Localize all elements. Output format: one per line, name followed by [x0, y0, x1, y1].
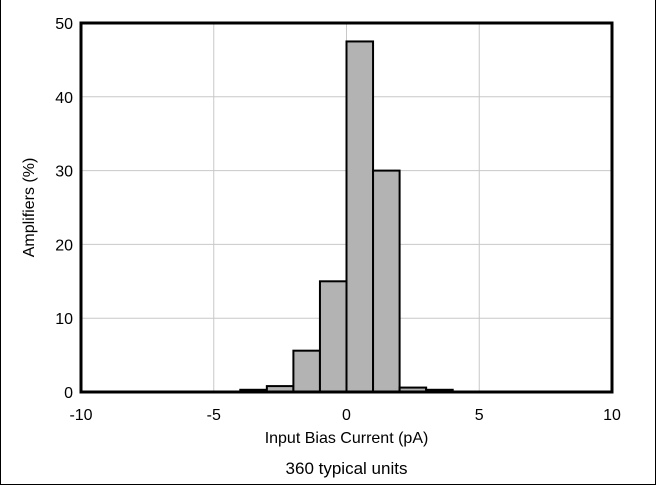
- histogram-bar: [372, 169, 401, 393]
- x-axis-label: Input Bias Current (pA): [265, 430, 429, 447]
- x-tick-label: -5: [207, 407, 221, 424]
- y-axis-label: Amplifiers (%): [21, 158, 38, 258]
- histogram-bars: [239, 40, 454, 394]
- histogram-bar: [292, 349, 321, 393]
- x-tick-label: -10: [69, 407, 92, 424]
- y-tick-label: 50: [55, 16, 73, 33]
- x-tick-label: 0: [342, 407, 351, 424]
- chart-caption: 360 typical units: [286, 459, 408, 478]
- y-tick-label: 20: [55, 237, 73, 254]
- x-tick-label: 10: [603, 407, 621, 424]
- y-tick-label: 0: [64, 385, 73, 402]
- x-tick-labels: -10 -5 0 5 10: [69, 407, 621, 424]
- histogram-bar: [345, 40, 375, 393]
- y-tick-label: 10: [55, 311, 73, 328]
- plot-area-border: [79, 21, 614, 394]
- y-tick-label: 30: [55, 164, 73, 181]
- histogram-bar: [318, 280, 348, 393]
- y-tick-labels: 0 10 20 30 40 50: [55, 16, 73, 402]
- x-tick-label: 5: [475, 407, 484, 424]
- y-tick-label: 40: [55, 90, 73, 107]
